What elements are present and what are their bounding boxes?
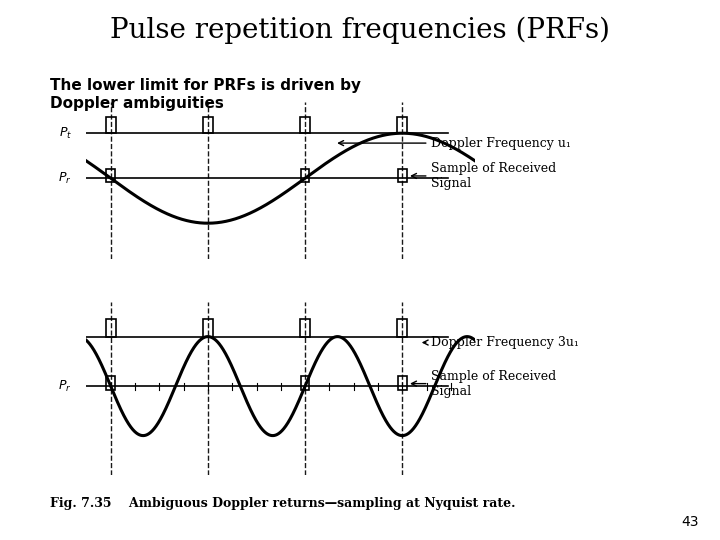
Bar — [398, 170, 407, 182]
Text: The lower limit for PRFs is driven by
Doppler ambiguities: The lower limit for PRFs is driven by Do… — [50, 78, 361, 111]
Bar — [398, 376, 407, 390]
Bar — [106, 117, 115, 133]
Bar — [300, 319, 310, 336]
Text: Fig. 7.35    Ambiguous Doppler returns—sampling at Nyquist rate.: Fig. 7.35 Ambiguous Doppler returns—samp… — [50, 497, 516, 510]
Text: $P_t$: $P_t$ — [58, 126, 72, 141]
Bar — [300, 117, 310, 133]
Text: Sample of Received
Signal: Sample of Received Signal — [412, 162, 557, 190]
Bar — [203, 319, 213, 336]
Bar — [397, 319, 408, 336]
Text: $P_r$: $P_r$ — [58, 379, 72, 394]
Bar — [301, 376, 310, 390]
Text: $P_r$: $P_r$ — [58, 171, 72, 186]
Text: Pulse repetition frequencies (PRFs): Pulse repetition frequencies (PRFs) — [110, 16, 610, 44]
Text: Doppler Frequency 3u₁: Doppler Frequency 3u₁ — [423, 336, 580, 349]
Text: 43: 43 — [681, 515, 698, 529]
Bar — [106, 319, 115, 336]
Bar — [301, 170, 310, 182]
Bar — [107, 376, 115, 390]
Bar — [397, 117, 408, 133]
Bar — [203, 117, 213, 133]
Bar — [107, 170, 115, 182]
Text: Sample of Received
Signal: Sample of Received Signal — [412, 369, 557, 397]
Text: Doppler Frequency u₁: Doppler Frequency u₁ — [338, 137, 572, 150]
